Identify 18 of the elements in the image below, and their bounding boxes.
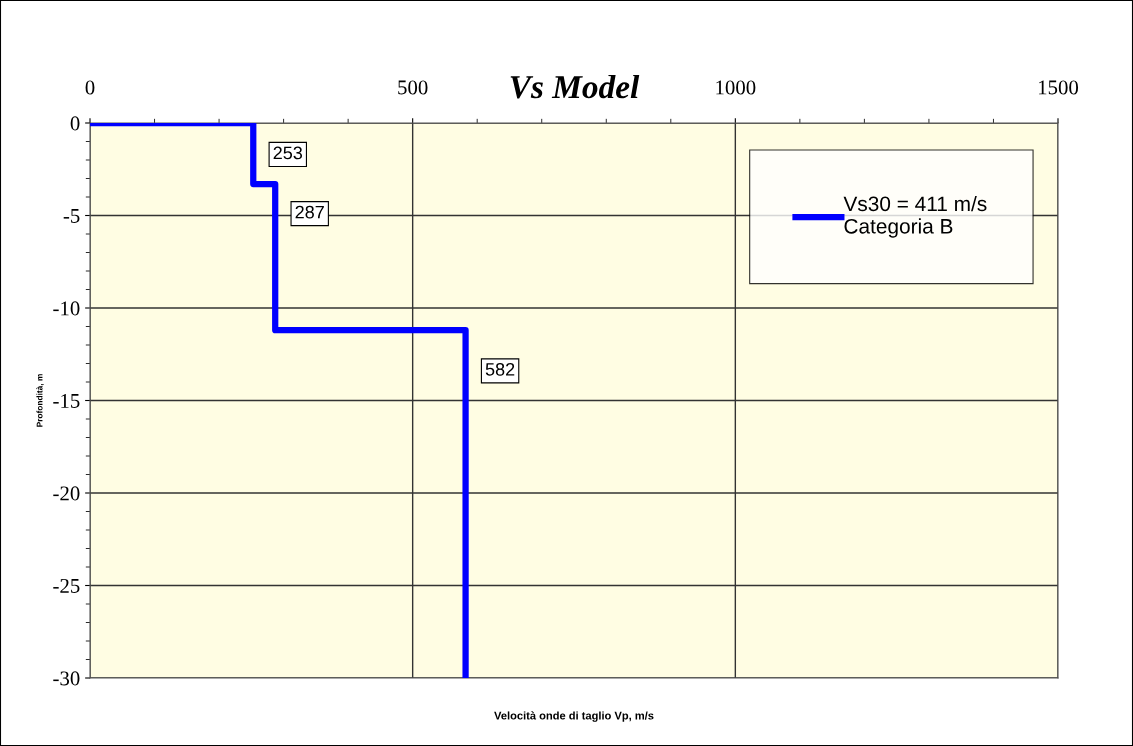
annotation: 582 xyxy=(485,362,515,376)
annotation: 253 xyxy=(273,146,303,160)
x-tick-label: 1000 xyxy=(716,80,756,95)
y-tick-label: 0 xyxy=(70,116,80,131)
y-tick-label: -5 xyxy=(63,209,80,223)
x-tick-label: 500 xyxy=(398,80,428,95)
y-tick-label: -10 xyxy=(53,301,80,316)
y-tick-label: -30 xyxy=(53,671,80,686)
y-tick-label: -20 xyxy=(53,486,80,501)
x-axis-title: Velocità onde di taglio Vp, m/s xyxy=(494,711,654,722)
annotation: 287 xyxy=(295,205,324,219)
x-tick-label: 1500 xyxy=(1039,80,1079,95)
chart-title: Vs Model xyxy=(510,74,640,99)
y-tick-label: -25 xyxy=(53,578,80,593)
legend-label: Vs30 = 411 m/s Categoria B xyxy=(843,195,987,238)
y-tick-label: -15 xyxy=(53,393,80,408)
x-tick-label: 0 xyxy=(85,80,95,95)
y-axis-title: Profondità, m xyxy=(36,374,44,427)
